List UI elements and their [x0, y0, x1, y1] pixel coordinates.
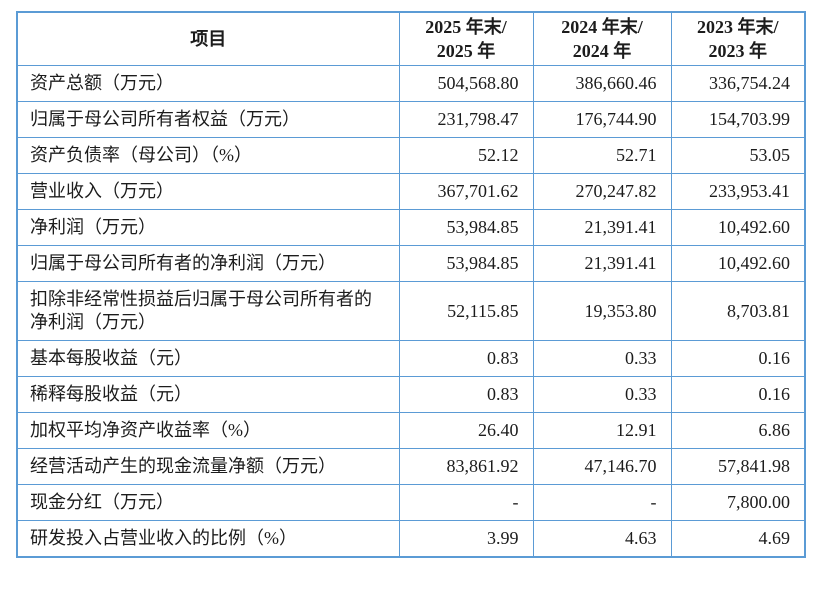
value-cell-2025: 53,984.85 [398, 209, 534, 246]
value-cell-2025: 3.99 [398, 520, 534, 558]
value-cell-2025: 52,115.85 [398, 281, 534, 341]
value-cell-2023: 10,492.60 [670, 245, 806, 282]
value-cell-2023: 336,754.24 [670, 65, 806, 102]
item-label-cell: 营业收入（万元） [16, 173, 400, 210]
value-cell-2024: 19,353.80 [532, 281, 672, 341]
table-row: 资产负债率（母公司）（%） 52.12 52.71 53.05 [16, 137, 806, 174]
value-cell-2024: 0.33 [532, 340, 672, 377]
value-cell-2024: 21,391.41 [532, 245, 672, 282]
column-header-2023: 2023 年末/ 2023 年 [670, 11, 806, 66]
value-cell-2024: 0.33 [532, 376, 672, 413]
value-cell-2023: 0.16 [670, 376, 806, 413]
item-label-cell: 基本每股收益（元） [16, 340, 400, 377]
value-cell-2025: 504,568.80 [398, 65, 534, 102]
value-cell-2024: 176,744.90 [532, 101, 672, 138]
value-cell-2025: 0.83 [398, 376, 534, 413]
value-cell-2024: 4.63 [532, 520, 672, 558]
value-cell-2025: 231,798.47 [398, 101, 534, 138]
value-cell-2024: - [532, 484, 672, 521]
table-row: 资产总额（万元） 504,568.80 386,660.46 336,754.2… [16, 65, 806, 102]
value-cell-2024: 270,247.82 [532, 173, 672, 210]
item-label-cell: 净利润（万元） [16, 209, 400, 246]
value-cell-2025: 0.83 [398, 340, 534, 377]
table-row: 稀释每股收益（元） 0.83 0.33 0.16 [16, 376, 806, 413]
value-cell-2023: 4.69 [670, 520, 806, 558]
table-row: 扣除非经常性损益后归属于母公司所有者的净利润（万元） 52,115.85 19,… [16, 281, 806, 341]
value-cell-2025: 53,984.85 [398, 245, 534, 282]
financial-summary-table: 项目 2025 年末/ 2025 年 2024 年末/ 2024 年 2023 … [16, 11, 806, 558]
item-label-cell: 稀释每股收益（元） [16, 376, 400, 413]
table-row: 研发投入占营业收入的比例（%） 3.99 4.63 4.69 [16, 520, 806, 558]
item-label-cell: 现金分红（万元） [16, 484, 400, 521]
value-cell-2023: 0.16 [670, 340, 806, 377]
table-row: 基本每股收益（元） 0.83 0.33 0.16 [16, 340, 806, 377]
header-row: 项目 2025 年末/ 2025 年 2024 年末/ 2024 年 2023 … [16, 11, 806, 66]
table-body: 资产总额（万元） 504,568.80 386,660.46 336,754.2… [16, 65, 806, 558]
column-header-2024: 2024 年末/ 2024 年 [532, 11, 672, 66]
value-cell-2023: 53.05 [670, 137, 806, 174]
item-label-cell: 研发投入占营业收入的比例（%） [16, 520, 400, 558]
value-cell-2023: 7,800.00 [670, 484, 806, 521]
item-label-cell: 归属于母公司所有者权益（万元） [16, 101, 400, 138]
value-cell-2023: 154,703.99 [670, 101, 806, 138]
value-cell-2025: 367,701.62 [398, 173, 534, 210]
item-label-cell: 扣除非经常性损益后归属于母公司所有者的净利润（万元） [16, 281, 400, 341]
item-label-cell: 资产负债率（母公司）（%） [16, 137, 400, 174]
table-row: 现金分红（万元） - - 7,800.00 [16, 484, 806, 521]
value-cell-2023: 57,841.98 [670, 448, 806, 485]
table-row: 净利润（万元） 53,984.85 21,391.41 10,492.60 [16, 209, 806, 246]
value-cell-2025: 26.40 [398, 412, 534, 449]
item-label-cell: 资产总额（万元） [16, 65, 400, 102]
value-cell-2023: 10,492.60 [670, 209, 806, 246]
table-row: 加权平均净资产收益率（%） 26.40 12.91 6.86 [16, 412, 806, 449]
item-label-cell: 加权平均净资产收益率（%） [16, 412, 400, 449]
value-cell-2025: 83,861.92 [398, 448, 534, 485]
column-header-item: 项目 [16, 11, 400, 66]
table-row: 归属于母公司所有者的净利润（万元） 53,984.85 21,391.41 10… [16, 245, 806, 282]
value-cell-2024: 52.71 [532, 137, 672, 174]
value-cell-2023: 233,953.41 [670, 173, 806, 210]
value-cell-2024: 47,146.70 [532, 448, 672, 485]
item-label-cell: 经营活动产生的现金流量净额（万元） [16, 448, 400, 485]
table-row: 归属于母公司所有者权益（万元） 231,798.47 176,744.90 15… [16, 101, 806, 138]
value-cell-2023: 6.86 [670, 412, 806, 449]
value-cell-2024: 386,660.46 [532, 65, 672, 102]
value-cell-2025: 52.12 [398, 137, 534, 174]
table-row: 营业收入（万元） 367,701.62 270,247.82 233,953.4… [16, 173, 806, 210]
value-cell-2024: 12.91 [532, 412, 672, 449]
item-label-cell: 归属于母公司所有者的净利润（万元） [16, 245, 400, 282]
column-header-2025: 2025 年末/ 2025 年 [398, 11, 534, 66]
table-row: 经营活动产生的现金流量净额（万元） 83,861.92 47,146.70 57… [16, 448, 806, 485]
value-cell-2024: 21,391.41 [532, 209, 672, 246]
value-cell-2023: 8,703.81 [670, 281, 806, 341]
value-cell-2025: - [398, 484, 534, 521]
